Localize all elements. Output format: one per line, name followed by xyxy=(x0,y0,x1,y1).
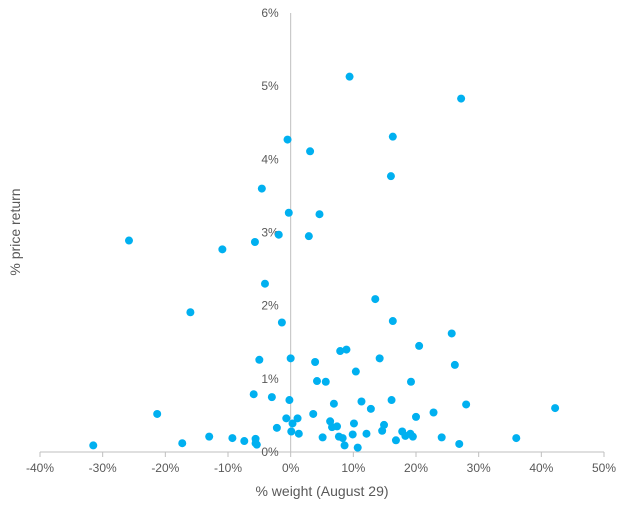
data-point xyxy=(153,409,162,418)
x-tick-label: 10% xyxy=(341,461,365,475)
data-point xyxy=(293,414,302,423)
data-point xyxy=(277,318,286,327)
y-tick-label: 2% xyxy=(261,299,279,313)
data-point xyxy=(353,443,362,452)
y-tick-label: 5% xyxy=(261,79,279,93)
data-point xyxy=(272,423,281,432)
data-point xyxy=(415,341,424,350)
data-point xyxy=(311,358,320,367)
data-point xyxy=(338,434,347,443)
data-point xyxy=(228,434,237,443)
data-point xyxy=(447,329,456,338)
data-point xyxy=(388,317,397,326)
data-point xyxy=(349,419,358,428)
y-tick-label: 3% xyxy=(261,226,279,240)
data-point xyxy=(342,345,351,354)
data-point xyxy=(412,412,420,421)
data-point xyxy=(240,437,249,446)
data-point xyxy=(304,232,313,241)
data-point xyxy=(250,238,259,247)
data-point xyxy=(312,377,321,386)
y-tick-label: 0% xyxy=(261,445,279,459)
data-points xyxy=(89,72,560,452)
data-point xyxy=(551,404,560,413)
data-point xyxy=(512,434,521,443)
data-point xyxy=(455,439,464,448)
data-point xyxy=(205,432,214,441)
data-point xyxy=(287,427,296,436)
data-point xyxy=(318,433,327,442)
data-point xyxy=(437,433,446,442)
data-point xyxy=(366,404,375,413)
x-tick-labels: -40% -30% -20% -10% 0% 10% 20% 30% 40% 50% xyxy=(26,461,616,475)
x-tick-label: -10% xyxy=(214,461,242,475)
data-point xyxy=(288,419,297,428)
data-point xyxy=(315,210,324,219)
data-point xyxy=(284,208,293,217)
axes xyxy=(39,13,605,457)
x-tick-label: 20% xyxy=(404,461,428,475)
x-tick-label: 40% xyxy=(529,461,553,475)
data-point xyxy=(333,422,342,431)
data-point xyxy=(450,360,459,369)
data-point xyxy=(309,409,318,418)
data-point xyxy=(178,439,187,448)
data-point xyxy=(260,279,269,288)
data-point xyxy=(267,393,276,402)
x-tick-label: -40% xyxy=(26,461,54,475)
data-point xyxy=(351,367,360,376)
data-point xyxy=(89,441,98,450)
data-point xyxy=(249,390,258,399)
x-axis-title: % weight (August 29) xyxy=(255,483,388,499)
x-tick-label: -20% xyxy=(151,461,179,475)
data-point xyxy=(348,430,357,439)
data-point xyxy=(252,440,261,449)
data-point xyxy=(321,377,330,386)
data-point xyxy=(282,414,291,423)
data-point xyxy=(257,184,266,193)
x-tick-label: 0% xyxy=(282,461,300,475)
data-point xyxy=(462,400,471,409)
data-point xyxy=(371,295,380,304)
data-point xyxy=(380,420,389,429)
data-point xyxy=(391,436,400,445)
data-point xyxy=(457,94,466,103)
data-point xyxy=(386,172,395,181)
y-axis-title: % price return xyxy=(7,188,23,275)
data-point xyxy=(124,236,133,245)
data-point xyxy=(329,399,338,408)
data-point xyxy=(362,429,371,438)
data-point xyxy=(345,72,354,81)
data-point xyxy=(218,245,227,254)
y-tick-labels: 0% 1% 2% 3% 4% 5% 6% xyxy=(261,6,279,459)
data-point xyxy=(186,308,195,317)
data-point xyxy=(286,354,295,363)
data-point xyxy=(294,429,303,438)
data-point xyxy=(388,132,397,141)
data-point xyxy=(429,408,438,417)
y-tick-label: 1% xyxy=(261,372,279,386)
data-point xyxy=(375,354,384,363)
x-tick-label: 30% xyxy=(467,461,491,475)
data-point xyxy=(357,397,366,406)
y-tick-label: 4% xyxy=(261,152,279,166)
data-point xyxy=(336,347,345,356)
data-point xyxy=(283,135,292,144)
data-point xyxy=(306,147,315,156)
data-point xyxy=(408,432,417,441)
data-point xyxy=(406,377,415,386)
data-point xyxy=(285,396,294,405)
data-point xyxy=(387,396,396,405)
data-point xyxy=(255,355,264,364)
y-tick-label: 6% xyxy=(261,6,279,20)
data-point xyxy=(274,230,283,239)
x-tick-label: 50% xyxy=(592,461,616,475)
data-point xyxy=(340,441,349,450)
x-tick-label: -30% xyxy=(89,461,117,475)
